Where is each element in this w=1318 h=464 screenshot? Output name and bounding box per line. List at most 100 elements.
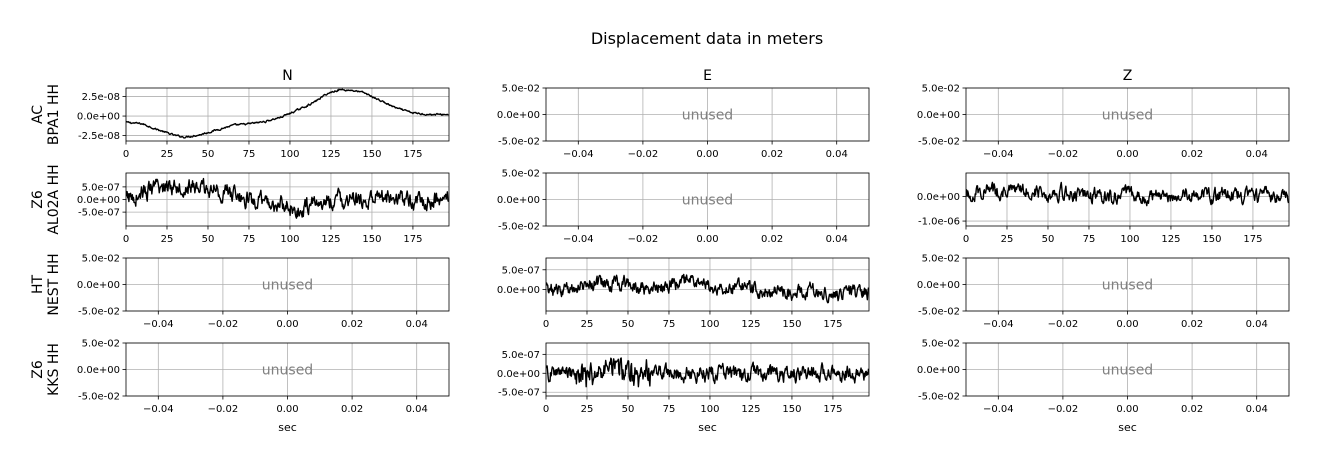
x-tick-label: −0.02 <box>1048 404 1079 415</box>
row-label-station: AL02A HH <box>46 164 62 234</box>
x-tick-label: −0.04 <box>983 149 1014 160</box>
y-tick-label: 5.0e-02 <box>502 84 540 95</box>
axes-frame <box>545 257 870 312</box>
unused-label: unused <box>262 278 313 294</box>
panel-grid: N E Z 0 25 50 75 100 125 150 175 2.5e-08 0.0e+00 -2.5… <box>77 68 1290 434</box>
x-tick-label: 25 <box>161 234 174 245</box>
x-tick-label: 0 <box>123 149 129 160</box>
panel-r0-c0: 0 25 50 75 100 125 150 175 2.5e-08 0.0e+00 -2.5e-0… <box>77 87 450 160</box>
column-title-n: N <box>282 68 292 84</box>
x-tick-label: 25 <box>581 319 594 330</box>
unused-label: unused <box>1102 278 1153 294</box>
y-tick-label: -5.0e-02 <box>498 222 540 233</box>
panel-r3-c2: −0.04 −0.02 0.00 0.02 0.04 5.0e-02 0.0e+00 -5.0… <box>917 339 1290 415</box>
x-tick-label: 125 <box>1161 234 1180 245</box>
x-tick-label: 75 <box>243 234 256 245</box>
row-label-station: BPA1 HH <box>46 84 62 145</box>
x-tick-label: 75 <box>1083 234 1096 245</box>
x-tick-label: 0.00 <box>276 404 298 415</box>
x-axis-label: sec <box>278 421 297 434</box>
x-tick-label: 0.04 <box>1246 149 1268 160</box>
x-tick-label: 175 <box>403 149 422 160</box>
y-tick-label: 5.0e-02 <box>82 254 120 265</box>
x-tick-label: −0.02 <box>1048 319 1079 330</box>
row-label-network: Z6 <box>30 360 46 379</box>
y-tick-label: -5.0e-07 <box>498 388 540 399</box>
y-tick-label: 0.0e+00 <box>497 285 540 296</box>
x-tick-label: 100 <box>280 234 299 245</box>
x-tick-label: 0.00 <box>1116 404 1138 415</box>
x-tick-label: 0.02 <box>341 404 363 415</box>
unused-label: unused <box>682 108 733 124</box>
y-tick-label: -5.0e-02 <box>78 307 120 318</box>
y-tick-label: 0.0e+00 <box>77 365 120 376</box>
x-tick-label: 50 <box>202 234 215 245</box>
x-tick-label: 25 <box>581 404 594 415</box>
y-tick-label: 5.0e-02 <box>922 254 960 265</box>
y-tick-label: 0.0e+00 <box>917 280 960 291</box>
x-tick-label: −0.04 <box>563 234 594 245</box>
x-tick-label: 25 <box>161 149 174 160</box>
x-tick-label: 175 <box>823 319 842 330</box>
y-tick-label: 5.0e-02 <box>922 84 960 95</box>
x-tick-label: −0.02 <box>1048 149 1079 160</box>
x-tick-label: −0.02 <box>628 149 659 160</box>
axes-frame <box>965 172 1290 227</box>
panel-r1-c2: 0 25 50 75 100 125 150 175 0.0e+00 -1.0e-06 <box>917 172 1290 245</box>
x-tick-label: 0.00 <box>696 149 718 160</box>
x-tick-label: 125 <box>321 234 340 245</box>
x-tick-label: 25 <box>1001 234 1014 245</box>
x-tick-label: 125 <box>321 149 340 160</box>
unused-label: unused <box>262 363 313 379</box>
y-tick-label: -5.0e-02 <box>78 392 120 403</box>
x-tick-label: −0.02 <box>208 404 239 415</box>
x-tick-label: 0.02 <box>761 234 783 245</box>
x-axis-label: sec <box>1118 421 1137 434</box>
y-tick-label: 0.0e+00 <box>77 112 120 123</box>
x-tick-label: 0.04 <box>1246 404 1268 415</box>
unused-label: unused <box>682 193 733 209</box>
panel-r2-c0: −0.04 −0.02 0.00 0.02 0.04 5.0e-02 0.0e+00 -5.0… <box>77 254 450 330</box>
x-tick-label: 0.04 <box>826 234 848 245</box>
trace-line <box>126 177 449 219</box>
trace-line <box>966 181 1289 207</box>
y-tick-label: 0.0e+00 <box>497 110 540 121</box>
x-tick-label: 50 <box>622 404 635 415</box>
y-tick-label: -5.0e-02 <box>918 392 960 403</box>
x-tick-label: 100 <box>1120 234 1139 245</box>
x-tick-label: 0.02 <box>1181 404 1203 415</box>
x-tick-label: 75 <box>663 404 676 415</box>
panel-r2-c2: −0.04 −0.02 0.00 0.02 0.04 5.0e-02 0.0e+00 -5.0… <box>917 254 1290 330</box>
x-tick-label: 0.02 <box>761 149 783 160</box>
x-tick-label: 0.04 <box>826 149 848 160</box>
x-tick-label: 50 <box>622 319 635 330</box>
y-tick-label: -5.0e-07 <box>78 208 120 219</box>
x-tick-label: 75 <box>663 319 676 330</box>
y-tick-label: 0.0e+00 <box>917 365 960 376</box>
x-tick-label: 175 <box>1243 234 1262 245</box>
column-title-z: Z <box>1123 68 1133 84</box>
x-tick-label: 0.02 <box>341 319 363 330</box>
y-tick-label: 5.0e-02 <box>922 339 960 350</box>
y-tick-label: -5.0e-02 <box>918 137 960 148</box>
y-tick-label: 0.0e+00 <box>497 195 540 206</box>
x-tick-label: 0 <box>543 404 549 415</box>
x-tick-label: 150 <box>782 404 801 415</box>
y-tick-label: 5.0e-02 <box>82 339 120 350</box>
panel-r1-c0: 0 25 50 75 100 125 150 175 5.0e-07 0.0e+00 -5.0e-0… <box>77 172 450 245</box>
y-tick-label: -5.0e-02 <box>918 307 960 318</box>
y-tick-label: -5.0e-02 <box>498 137 540 148</box>
y-tick-label: 0.0e+00 <box>917 110 960 121</box>
y-tick-label: 0.0e+00 <box>77 195 120 206</box>
x-tick-label: 0.04 <box>1246 319 1268 330</box>
x-tick-label: 175 <box>823 404 842 415</box>
x-tick-label: 0 <box>963 234 969 245</box>
x-tick-label: 0.04 <box>406 404 428 415</box>
x-tick-label: 150 <box>782 319 801 330</box>
x-tick-label: 125 <box>741 404 760 415</box>
y-tick-label: 2.5e-08 <box>82 92 120 103</box>
row-label-station: KKS HH <box>46 343 62 396</box>
x-tick-label: −0.04 <box>983 404 1014 415</box>
